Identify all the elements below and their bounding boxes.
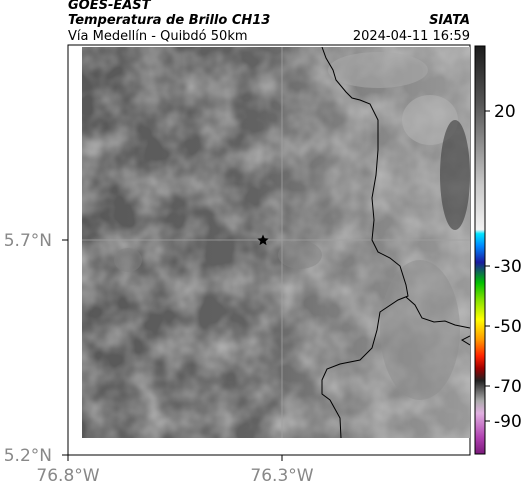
colorbar-tick-label: -70 [494,377,522,397]
colorbar: 20 -30 -50 -70 -90 [474,45,522,455]
region-subtitle: Vía Medellín - Quibdó 50km [68,29,248,44]
border-line [405,296,470,329]
product-title: Temperatura de Brillo CH13 [68,13,271,28]
colorbar-tick-label: -50 [494,317,522,337]
colorbar-tick-label: -90 [494,412,522,432]
lat-tick-label: 5.2°N [4,446,52,466]
satellite-title: GOES-EAST [68,0,151,13]
colorbar-tick-label: 20 [494,102,516,122]
border-line [321,47,409,438]
lon-tick-label: 76.8°W [36,466,99,486]
brand-label: SIATA [429,13,470,28]
star-marker [257,234,269,246]
lat-tick-label: 5.7°N [4,231,52,251]
colorbar-tick-label: -30 [494,257,522,277]
imagery [82,47,470,438]
lon-tick-label: 76.3°W [250,466,313,486]
datetime-label: 2024-04-11 16:59 [352,29,470,44]
border-line [460,335,470,346]
